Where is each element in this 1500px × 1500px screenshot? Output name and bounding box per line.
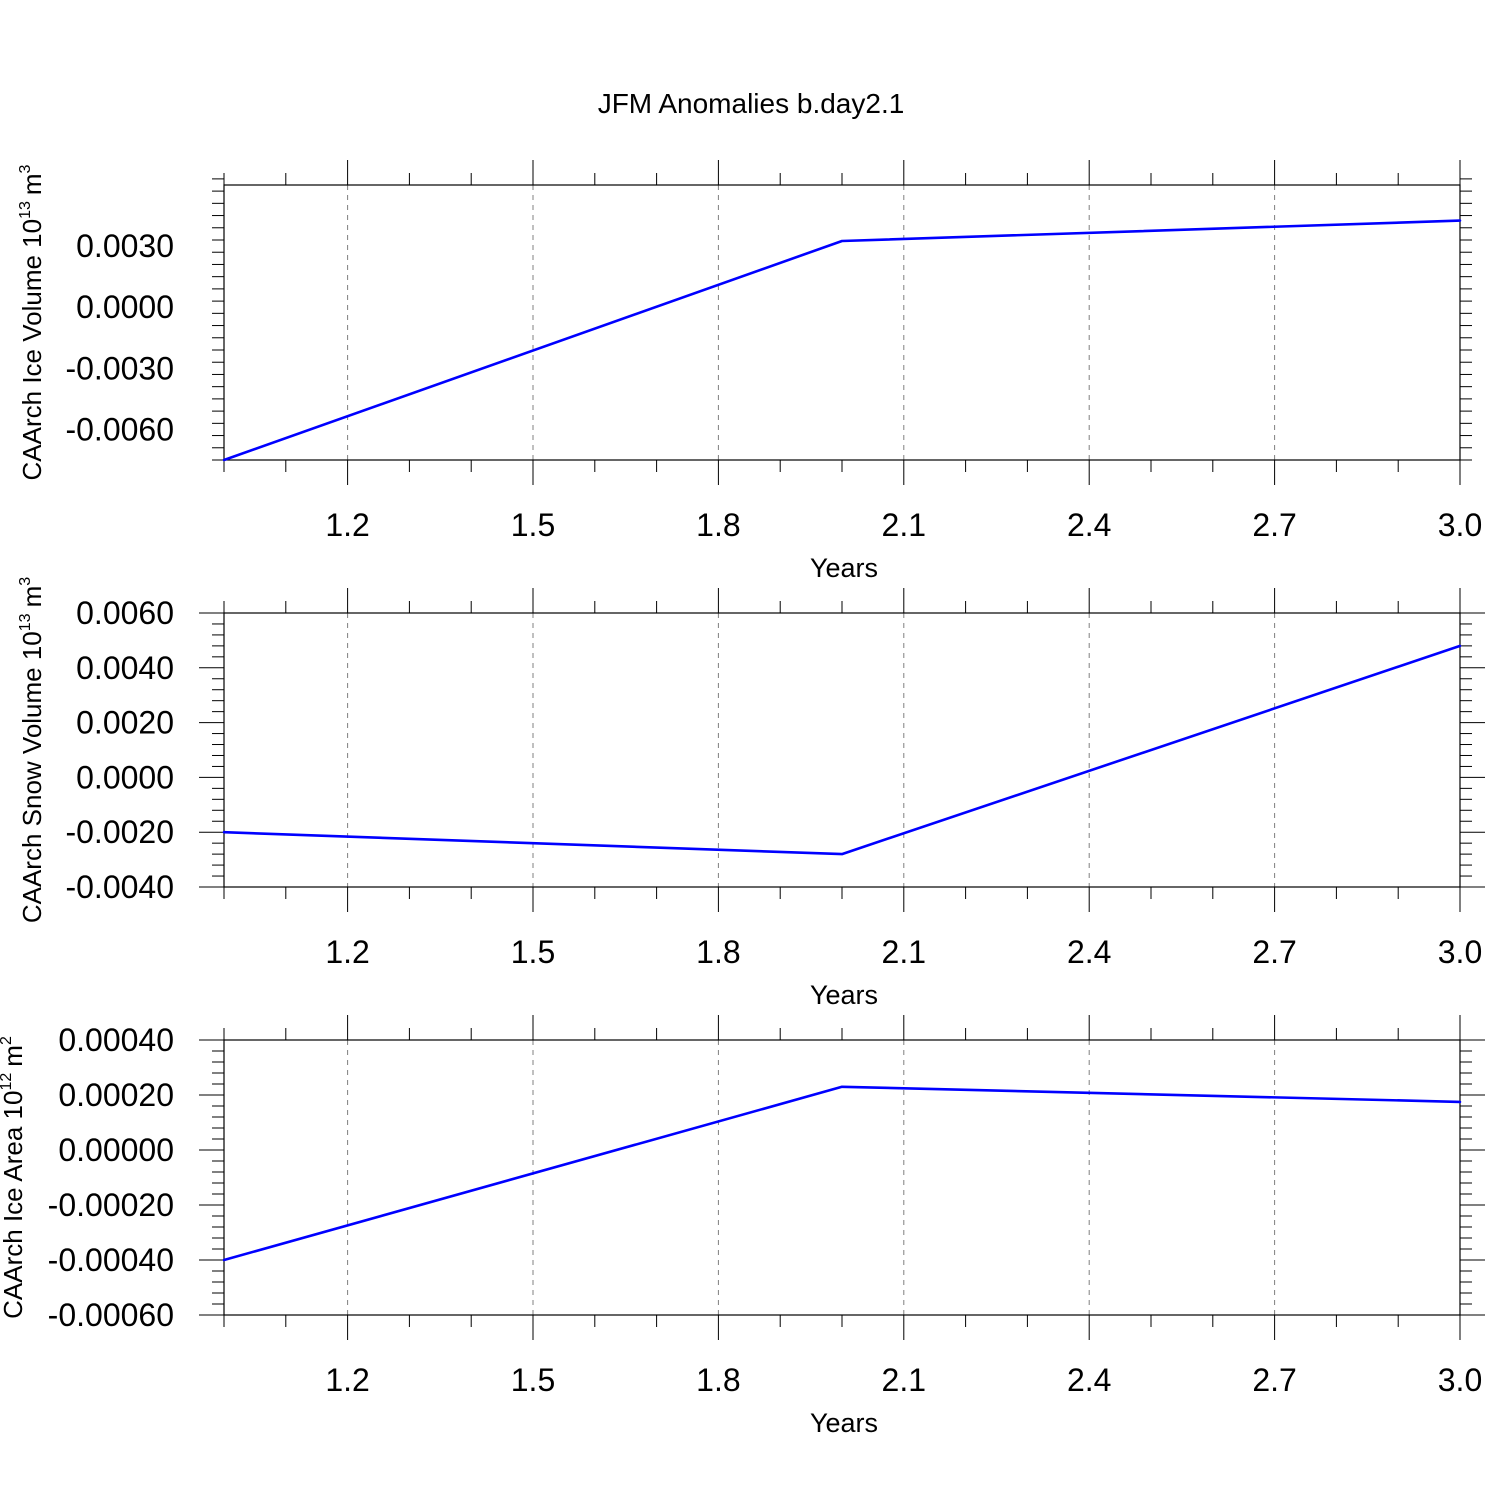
y-axis-label-text: CAArch Snow Volume 10 xyxy=(17,631,47,923)
y-tick-label: -0.00060 xyxy=(48,1297,174,1333)
y-tick-label: -0.0040 xyxy=(65,869,174,905)
x-tick-label: 2.4 xyxy=(1067,934,1111,970)
x-tick-label: 2.7 xyxy=(1252,1362,1296,1398)
chart-panel-2: 1.2 1.5 1.8 2.1 2.4 2.7 3.0 -0.0040 -0.0020 0.000… xyxy=(17,577,1485,1010)
x-axis-label: Years xyxy=(810,980,878,1010)
x-tick-label: 2.4 xyxy=(1067,507,1111,543)
y-axis-label-text: CAArch Ice Area 10 xyxy=(0,1091,28,1319)
x-tick-label: 1.5 xyxy=(511,934,555,970)
chart-panel-3: 1.2 1.5 1.8 2.1 2.4 2.7 3.0 -0.00060 -0.00040 -0.… xyxy=(0,1015,1485,1438)
x-tick-label: 1.8 xyxy=(696,934,740,970)
x-tick-label: 1.8 xyxy=(696,507,740,543)
series-line xyxy=(222,219,1462,462)
y-axis-label-unit-exponent: 3 xyxy=(17,164,34,173)
series-line xyxy=(222,644,1462,856)
y-tick-label: 0.0000 xyxy=(76,759,174,795)
x-tick-label: 2.1 xyxy=(882,507,926,543)
y-axis-label-unit: m xyxy=(0,1045,28,1067)
chart-panel-1: 1.2 1.5 1.8 2.1 2.4 2.7 3.0 -0.0060 -0.0030 0.000… xyxy=(17,160,1482,583)
y-tick-label: 0.0060 xyxy=(76,595,174,631)
y-tick-label: -0.0060 xyxy=(65,411,174,447)
axis-ticks xyxy=(212,160,1472,485)
y-tick-label: -0.00040 xyxy=(48,1242,174,1278)
y-tick-label: 0.0030 xyxy=(76,228,174,264)
y-axis-label-unit: m xyxy=(17,586,47,608)
axis-ticks xyxy=(199,588,1485,912)
y-axis-label-exponent: 12 xyxy=(0,1073,15,1091)
y-tick-label: -0.0020 xyxy=(65,814,174,850)
y-axis-label-exponent: 13 xyxy=(17,613,34,631)
y-tick-label: 0.0020 xyxy=(76,705,174,741)
y-tick-label: -0.00020 xyxy=(48,1187,174,1223)
x-axis-label: Years xyxy=(810,553,878,583)
x-tick-label: 2.1 xyxy=(882,1362,926,1398)
y-axis-label: CAArch Ice Volume 1013 m3 xyxy=(17,164,47,480)
x-tick-label: 2.1 xyxy=(882,934,926,970)
x-tick-label: 1.2 xyxy=(325,1362,369,1398)
y-axis-label-unit-exponent: 3 xyxy=(17,577,34,586)
y-axis-label-exponent: 13 xyxy=(17,201,34,219)
x-tick-label: 1.8 xyxy=(696,1362,740,1398)
y-tick-label: 0.00040 xyxy=(58,1022,174,1058)
x-tick-label: 3.0 xyxy=(1438,507,1482,543)
x-axis-label: Years xyxy=(810,1408,878,1438)
x-tick-label: 3.0 xyxy=(1438,934,1482,970)
x-tick-label: 1.2 xyxy=(325,507,369,543)
x-tick-label: 1.2 xyxy=(325,934,369,970)
chart-panels: 1.2 1.5 1.8 2.1 2.4 2.7 3.0 -0.0060 -0.0030 0.000… xyxy=(0,160,1485,1438)
x-tick-label: 2.7 xyxy=(1252,507,1296,543)
y-axis-label-text: CAArch Ice Volume 10 xyxy=(17,219,47,481)
y-axis-label: CAArch Ice Area 1012 m2 xyxy=(0,1036,28,1319)
axis-ticks xyxy=(199,1015,1485,1340)
y-axis-label-unit: m xyxy=(17,173,47,195)
y-tick-label: -0.0030 xyxy=(65,350,174,386)
y-tick-label: 0.00020 xyxy=(58,1077,174,1113)
x-tick-label: 1.5 xyxy=(511,1362,555,1398)
y-tick-label: 0.0000 xyxy=(76,289,174,325)
x-tick-label: 2.7 xyxy=(1252,934,1296,970)
y-tick-label: 0.00000 xyxy=(58,1132,174,1168)
series-line xyxy=(222,1085,1462,1262)
figure-title: JFM Anomalies b.day2.1 xyxy=(598,88,905,119)
y-axis-label-unit-exponent: 2 xyxy=(0,1036,15,1045)
x-tick-label: 1.5 xyxy=(511,507,555,543)
y-tick-label: 0.0040 xyxy=(76,650,174,686)
x-tick-label: 3.0 xyxy=(1438,1362,1482,1398)
y-axis-label: CAArch Snow Volume 1013 m3 xyxy=(17,577,47,923)
x-tick-label: 2.4 xyxy=(1067,1362,1111,1398)
